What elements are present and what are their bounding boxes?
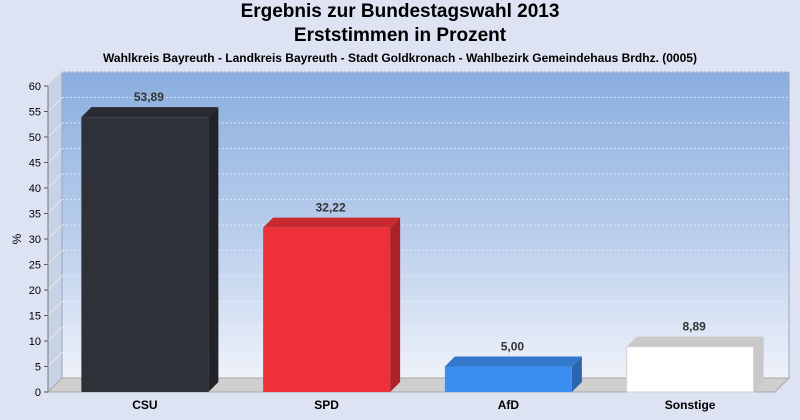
bar-value-label: 32,22 bbox=[316, 201, 346, 215]
y-tick-label: 55 bbox=[29, 107, 41, 119]
bar-value-label: 53,89 bbox=[134, 90, 164, 104]
bar-sonstige: 8,89 bbox=[626, 320, 764, 393]
grid-line-side bbox=[47, 224, 63, 240]
y-tick-label: 15 bbox=[29, 311, 41, 323]
bar-value-label: 8,89 bbox=[682, 320, 706, 334]
chart-title-block: Ergebnis zur Bundestagswahl 2013 Erststi… bbox=[0, 0, 800, 66]
chart-title-line-1: Ergebnis zur Bundestagswahl 2013 bbox=[240, 1, 560, 22]
bar-front bbox=[444, 366, 572, 392]
bar-top bbox=[81, 107, 219, 118]
x-tick-label: CSU bbox=[132, 398, 157, 412]
y-tick-label: 30 bbox=[29, 234, 41, 246]
grid-line-side bbox=[47, 250, 63, 265]
grid-line-side bbox=[47, 173, 63, 189]
y-tick-label: 60 bbox=[29, 81, 41, 93]
grid-line-side bbox=[47, 326, 63, 342]
x-tick-label: AfD bbox=[498, 398, 520, 412]
bar-side bbox=[753, 336, 764, 392]
y-tick-label: 40 bbox=[29, 183, 41, 195]
y-tick-label: 20 bbox=[29, 285, 41, 297]
bar-side bbox=[208, 107, 219, 392]
bar-csu: 53,89 bbox=[81, 90, 219, 392]
y-tick-label: 10 bbox=[29, 336, 41, 348]
bar-value-label: 5,00 bbox=[501, 340, 525, 354]
y-tick-label: 35 bbox=[29, 209, 41, 221]
y-tick-label: 25 bbox=[29, 260, 41, 272]
chart-title-line-2: Erststimmen in Prozent bbox=[293, 25, 507, 46]
x-tick-label: SPD bbox=[314, 398, 339, 412]
grid-line-side bbox=[47, 122, 63, 138]
grid-line-side bbox=[47, 71, 63, 87]
grid-line-side bbox=[47, 352, 63, 367]
grid-line-side bbox=[47, 97, 63, 112]
bar-top bbox=[626, 336, 764, 347]
bar-afd: 5,00 bbox=[444, 340, 582, 392]
grid-line-side bbox=[47, 301, 63, 316]
y-tick-label: 50 bbox=[29, 132, 41, 144]
grid-line-side bbox=[47, 148, 63, 163]
bar-front bbox=[626, 346, 755, 393]
bar-spd: 32,22 bbox=[263, 201, 401, 392]
bar-side bbox=[571, 356, 582, 392]
bar-front bbox=[263, 227, 391, 392]
y-tick-label: 5 bbox=[35, 362, 41, 374]
bar-front bbox=[81, 117, 209, 392]
bar-top bbox=[444, 356, 582, 367]
y-tick-label: 45 bbox=[29, 158, 41, 170]
y-tick-label: 0 bbox=[35, 387, 41, 399]
bar-top bbox=[263, 217, 401, 228]
chart-subtitle: Wahlkreis Bayreuth - Landkreis Bayreuth … bbox=[103, 51, 697, 65]
x-tick-label: Sonstige bbox=[665, 398, 716, 412]
grid-line-side bbox=[47, 199, 63, 214]
grid-line-side bbox=[47, 275, 63, 291]
y-axis-label: % bbox=[10, 233, 24, 244]
bar-side bbox=[390, 217, 401, 392]
